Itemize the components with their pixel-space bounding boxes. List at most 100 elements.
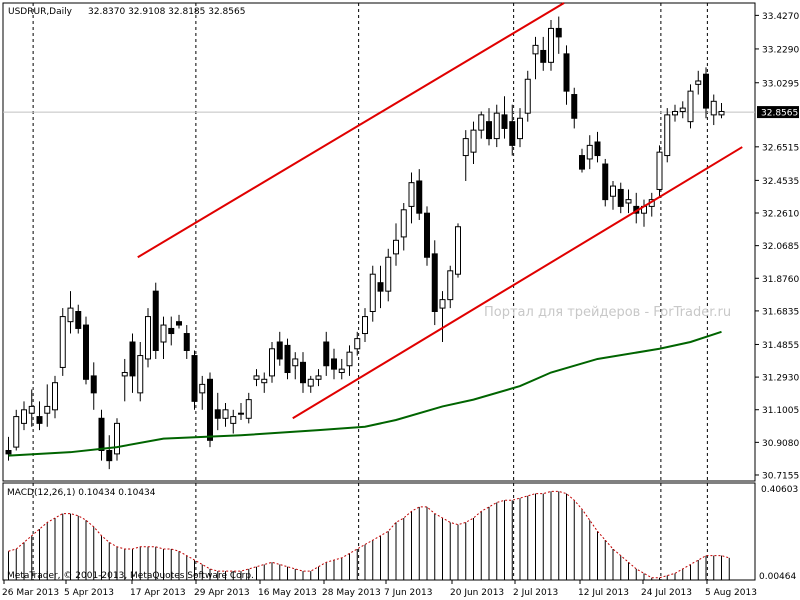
candle-body bbox=[36, 416, 43, 424]
candle bbox=[462, 130, 469, 181]
candle bbox=[338, 358, 345, 380]
candle bbox=[470, 121, 477, 165]
candle-body bbox=[300, 361, 306, 384]
candle bbox=[586, 135, 593, 170]
price-axis: 33.4270 33.2290 33.0295 32.8565 32.6515 32.45… bbox=[755, 12, 799, 481]
date-label: 28 May 2013 bbox=[322, 588, 381, 598]
candle bbox=[710, 94, 717, 126]
candle bbox=[199, 375, 206, 410]
candle-body bbox=[121, 372, 128, 377]
candle-body bbox=[83, 324, 89, 380]
candle bbox=[656, 145, 663, 197]
candle bbox=[625, 189, 632, 214]
candle bbox=[540, 36, 547, 71]
candle-body bbox=[238, 412, 244, 415]
macd-panel[interactable]: MACD(12,26,1) 0.10434 0.10434 MetaTrader… bbox=[2, 482, 798, 582]
candle bbox=[369, 265, 376, 322]
candle-body bbox=[284, 344, 291, 374]
candle-body bbox=[679, 107, 686, 112]
date-label: 5 Apr 2013 bbox=[64, 588, 114, 598]
candle bbox=[98, 409, 105, 461]
price-label: 30.9080 bbox=[762, 439, 799, 449]
candle-body bbox=[75, 310, 82, 329]
candle bbox=[5, 436, 12, 461]
candle-body bbox=[672, 110, 678, 116]
macd-axis-bottom: 0.00464 bbox=[759, 572, 796, 582]
date-label: 29 Apr 2013 bbox=[194, 588, 250, 598]
candle bbox=[145, 308, 151, 368]
candle bbox=[548, 19, 554, 71]
candle bbox=[176, 314, 182, 329]
candle-body bbox=[377, 282, 384, 292]
candle bbox=[532, 36, 539, 80]
date-label: 12 Jul 2013 bbox=[578, 588, 629, 598]
candle-body bbox=[253, 375, 260, 380]
candle bbox=[44, 384, 51, 427]
price-panel[interactable]: Портал для трейдеров - ForTrader.ru USDR… bbox=[2, 2, 756, 482]
candle bbox=[563, 45, 570, 105]
watermark: Портал для трейдеров - ForTrader.ru bbox=[484, 305, 731, 320]
candle-body bbox=[493, 112, 500, 140]
candle bbox=[238, 403, 244, 420]
candle-body bbox=[207, 378, 213, 441]
current-price-marker bbox=[757, 106, 799, 119]
candle bbox=[439, 291, 446, 343]
candle-body bbox=[323, 341, 330, 367]
candle-body bbox=[517, 117, 523, 140]
candle bbox=[114, 418, 120, 461]
candle-body bbox=[13, 416, 20, 448]
candle-body bbox=[5, 449, 12, 455]
candle bbox=[245, 392, 252, 424]
candle bbox=[617, 182, 624, 214]
candle bbox=[517, 108, 523, 148]
candle bbox=[362, 308, 368, 343]
candle-body bbox=[199, 383, 206, 394]
candle-body bbox=[548, 27, 554, 63]
candle bbox=[75, 304, 82, 334]
macd-label: MACD(12,26,1) 0.10434 0.10434 bbox=[7, 488, 156, 498]
chart-symbol-timeframe: USDRUR,Daily bbox=[8, 7, 73, 17]
date-label: 17 Apr 2013 bbox=[130, 588, 186, 598]
candle-body bbox=[362, 316, 368, 335]
candle bbox=[664, 108, 671, 163]
candle bbox=[28, 389, 35, 427]
candle bbox=[331, 348, 337, 380]
candle-body bbox=[168, 327, 175, 335]
candle bbox=[276, 331, 283, 366]
channel-line-lower bbox=[292, 146, 743, 420]
price-label: 30.7155 bbox=[762, 471, 799, 481]
candle-body bbox=[214, 409, 221, 419]
candle-body bbox=[687, 90, 694, 123]
candle-body bbox=[67, 307, 74, 323]
candle bbox=[292, 352, 299, 380]
macd-histogram bbox=[8, 491, 730, 580]
candle-body bbox=[152, 290, 159, 351]
candle-body bbox=[369, 273, 376, 312]
date-label: 24 Jul 2013 bbox=[641, 588, 692, 598]
candle-body bbox=[145, 316, 151, 360]
candle bbox=[610, 180, 616, 210]
candle-body bbox=[501, 114, 508, 129]
candle bbox=[36, 401, 43, 431]
price-label: 32.2610 bbox=[762, 210, 799, 220]
macd-vertical-grid bbox=[32, 483, 708, 580]
candle bbox=[67, 291, 74, 334]
candle bbox=[106, 435, 113, 470]
candle-body bbox=[664, 114, 671, 157]
candle-body bbox=[44, 405, 51, 414]
price-label: 32.4535 bbox=[762, 177, 799, 187]
candle-body bbox=[718, 110, 725, 116]
candle bbox=[346, 345, 353, 376]
candle-body bbox=[106, 449, 113, 462]
candle-body bbox=[703, 73, 709, 109]
candle bbox=[718, 103, 725, 119]
candle bbox=[524, 70, 531, 122]
candle-body bbox=[594, 141, 601, 157]
candle-body bbox=[315, 375, 322, 380]
candle bbox=[385, 248, 392, 302]
candle-body bbox=[176, 321, 182, 326]
candle bbox=[486, 108, 492, 146]
candle-body bbox=[408, 182, 415, 207]
candle bbox=[137, 342, 144, 402]
